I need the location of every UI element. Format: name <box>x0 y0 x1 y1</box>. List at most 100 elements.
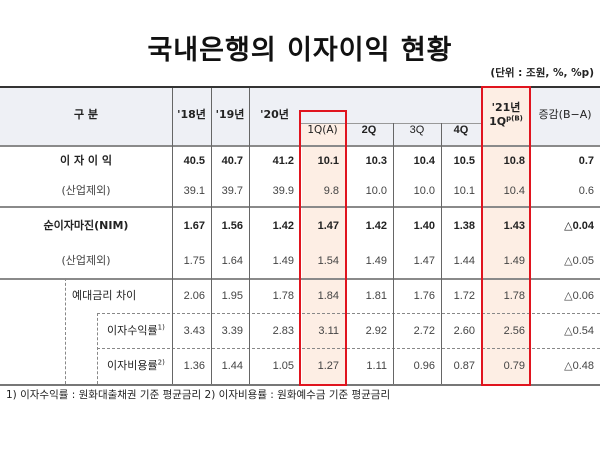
footnote: 1) 이자수익률 : 원화대출채권 기준 평균금리 2) 이자비용률 : 원화예… <box>6 389 391 401</box>
table-cell: 2.60 <box>453 325 475 337</box>
table-cell: 1.44 <box>221 360 243 372</box>
col-divider <box>211 88 212 384</box>
table-cell: 39.7 <box>221 185 243 197</box>
table-cell: 1.27 <box>317 360 339 372</box>
table-cell: 2.72 <box>413 325 435 337</box>
header-2021-sup: p(B) <box>506 114 523 123</box>
table-cell: 1.36 <box>183 360 205 372</box>
header-category: 구 분 <box>73 108 99 121</box>
col-divider <box>393 123 394 384</box>
table-cell: 10.1 <box>317 155 339 167</box>
table-cell: 1.56 <box>221 220 243 232</box>
table-cell: 0.79 <box>503 360 525 372</box>
header-subdivider <box>300 123 481 124</box>
footnote-ref-2: 2) <box>157 358 165 367</box>
col-divider <box>172 88 173 384</box>
row-label-interest-cost: 이자비용률2) <box>107 359 165 373</box>
table-cell: 3.11 <box>318 325 339 337</box>
interest-income-table: 구 분 '18년 '19년 '20년 1Q(A) 2Q 3Q 4Q '21년 1… <box>0 86 600 386</box>
header-2020: '20년 <box>260 108 289 121</box>
table-cell: 10.4 <box>413 155 435 167</box>
table-cell: 1.54 <box>317 255 339 267</box>
unit-label: (단위 : 조원, %, %p) <box>490 67 594 79</box>
table-cell: 1.95 <box>221 290 243 302</box>
table-cell: △0.54 <box>564 325 594 337</box>
highlight-box-q1-2020 <box>299 110 347 386</box>
table-cell: 1.05 <box>272 360 294 372</box>
table-cell: 1.38 <box>453 220 475 232</box>
row-label-excl-industrial: (산업제외) <box>61 184 111 197</box>
table-cell: △0.48 <box>564 360 594 372</box>
table-cell: 2.06 <box>183 290 205 302</box>
table-cell: 1.78 <box>272 290 294 302</box>
table-cell: 10.1 <box>453 185 475 197</box>
page-title: 국내은행의 이자이익 현황 <box>147 35 453 66</box>
table-cell: 9.8 <box>323 185 339 197</box>
table-cell: 1.47 <box>413 255 435 267</box>
footnote-ref-1: 1) <box>157 323 165 332</box>
header-2021: '21년 1Qp(B) <box>481 101 531 129</box>
table-cell: 1.72 <box>453 290 475 302</box>
row-divider-dashed <box>97 348 600 349</box>
col-divider <box>441 123 442 384</box>
table-cell: 1.49 <box>503 255 525 267</box>
table-cell: 10.0 <box>365 185 387 197</box>
highlight-q1-2021 <box>483 88 529 386</box>
col-divider <box>249 88 250 384</box>
table-cell: 1.11 <box>366 360 387 372</box>
indent-divider-dashed <box>65 278 66 384</box>
indent-divider-dashed <box>97 313 98 384</box>
table-cell: 41.2 <box>272 155 294 167</box>
table-cell: 1.42 <box>272 220 294 232</box>
table-cell: 2.83 <box>272 325 294 337</box>
table-cell: 39.9 <box>272 185 294 197</box>
row-label-nim: 순이자마진(NIM) <box>43 219 129 232</box>
table-cell: 1.49 <box>272 255 294 267</box>
header-q4: 4Q <box>453 124 469 136</box>
table-cell: △0.06 <box>564 290 594 302</box>
table-cell: 0.6 <box>578 185 594 197</box>
interest-yield-text: 이자수익률 <box>107 324 158 337</box>
row-label-loan-deposit-spread: 예대금리 차이 <box>72 289 137 302</box>
table-cell: 1.64 <box>221 255 243 267</box>
highlight-box-q1-2021 <box>481 86 531 386</box>
table-cell: 3.39 <box>221 325 243 337</box>
table-cell: 10.4 <box>503 185 525 197</box>
table-cell: 10.5 <box>453 155 475 167</box>
table-cell: 2.92 <box>365 325 387 337</box>
header-2021-quarter: 1Q <box>489 115 507 128</box>
row-label-nim-excl-industrial: (산업제외) <box>61 254 111 267</box>
highlight-q1-2020 <box>302 123 345 386</box>
table-cell: 1.44 <box>453 255 475 267</box>
row-divider-dashed <box>97 313 600 314</box>
header-q3: 3Q <box>409 124 425 136</box>
table-cell: △0.04 <box>564 220 594 232</box>
header-2021-year: '21년 <box>491 101 521 114</box>
table-cell: 1.81 <box>365 290 387 302</box>
table-cell: 40.5 <box>183 155 205 167</box>
table-cell: 1.42 <box>365 220 387 232</box>
header-q2: 2Q <box>361 124 377 136</box>
table-cell: 0.96 <box>413 360 435 372</box>
header-change: 증감(B−A) <box>538 108 592 121</box>
table-cell: 1.49 <box>365 255 387 267</box>
table-cell: 40.7 <box>221 155 243 167</box>
table-cell: 1.76 <box>413 290 435 302</box>
table-top-border <box>0 86 600 88</box>
table-cell: 0.87 <box>453 360 475 372</box>
table-cell: 10.3 <box>365 155 387 167</box>
table-cell: 1.67 <box>183 220 205 232</box>
table-cell: 1.75 <box>183 255 205 267</box>
interest-cost-text: 이자비용률 <box>107 359 158 372</box>
header-q1a: 1Q(A) <box>307 124 338 136</box>
row-label-interest-income: 이 자 이 익 <box>60 154 112 167</box>
table-cell: 2.56 <box>503 325 525 337</box>
table-cell: 3.43 <box>183 325 205 337</box>
table-cell: 1.78 <box>503 290 525 302</box>
table-cell: 1.47 <box>317 220 339 232</box>
table-cell: 39.1 <box>183 185 205 197</box>
table-cell: 1.40 <box>413 220 435 232</box>
row-label-interest-yield: 이자수익률1) <box>107 324 165 338</box>
table-cell: △0.05 <box>564 255 594 267</box>
table-cell: 10.0 <box>413 185 435 197</box>
